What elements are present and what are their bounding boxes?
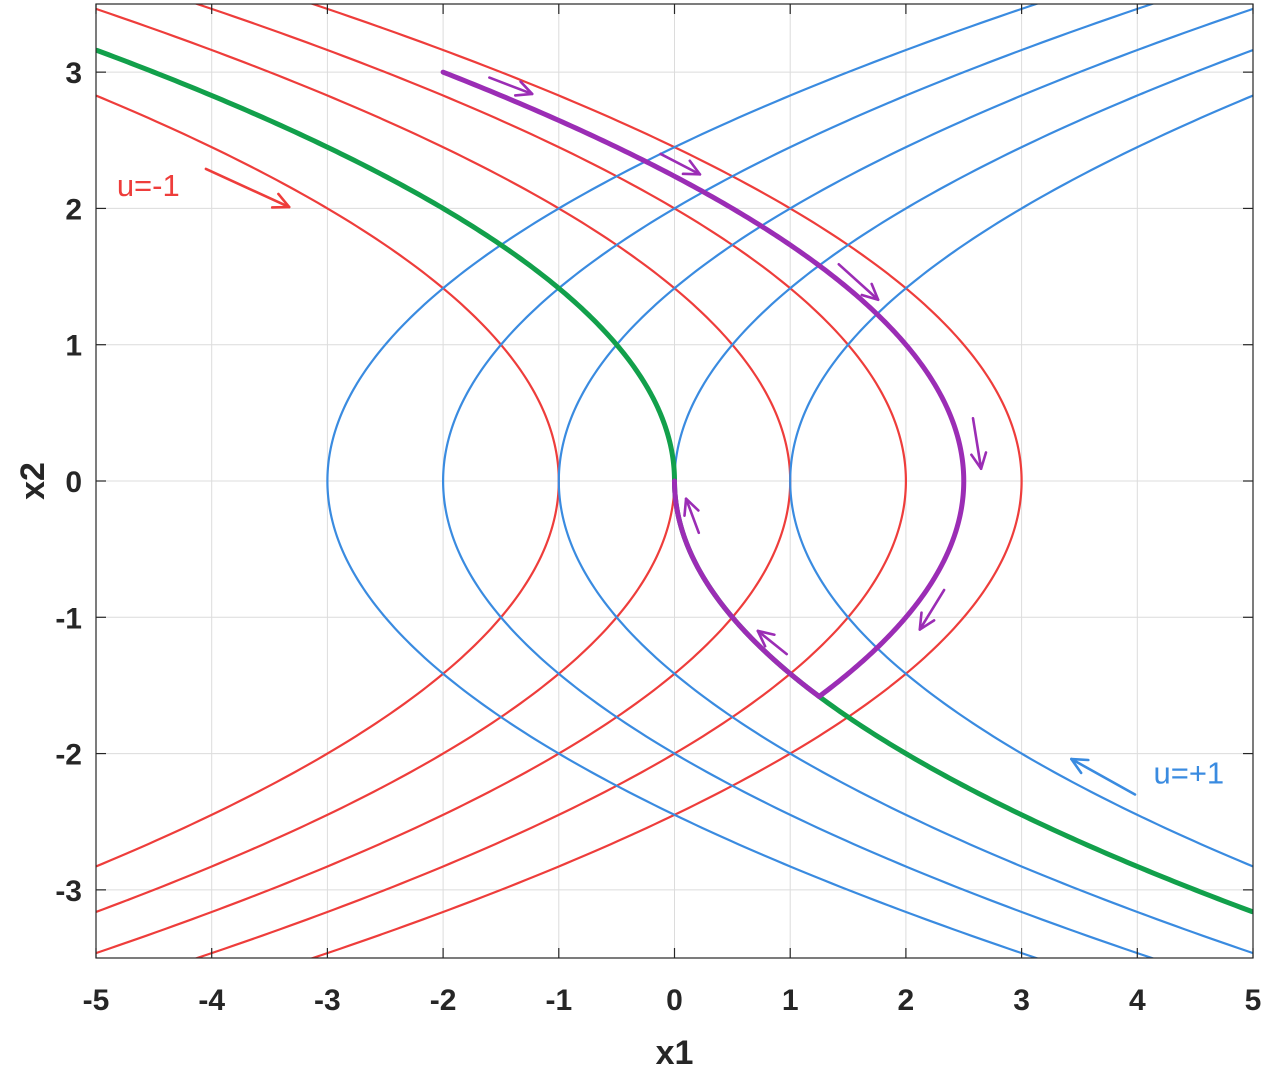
u-minus-curve bbox=[96, 48, 676, 914]
y-tick-label: 0 bbox=[65, 466, 82, 499]
y-tick-label: -3 bbox=[55, 875, 82, 908]
trajectory-arrow bbox=[918, 588, 946, 631]
y-axis-label: x2 bbox=[14, 462, 52, 500]
y-tick-label: 1 bbox=[65, 330, 82, 363]
u-minus-curve bbox=[96, 94, 560, 868]
x-tick-label: -5 bbox=[83, 984, 110, 1017]
u-minus-curve bbox=[193, 4, 907, 958]
y-tick-label: -2 bbox=[55, 739, 82, 772]
trajectory-arrow bbox=[970, 417, 988, 471]
u-plus-curve bbox=[442, 4, 1156, 958]
x-tick-label: 2 bbox=[898, 984, 915, 1017]
direction-arrows bbox=[204, 76, 1137, 796]
x-tick-label: -2 bbox=[430, 984, 457, 1017]
annotations: u=-1 u=+1 bbox=[117, 168, 1224, 790]
u-minus-arrow bbox=[204, 167, 291, 209]
u-minus-curve bbox=[309, 4, 1023, 958]
u-plus-annotation: u=+1 bbox=[1153, 756, 1224, 791]
x-tick-label: -4 bbox=[198, 984, 225, 1017]
trajectory-u-plus bbox=[672, 478, 822, 699]
x-tick-label: 4 bbox=[1129, 984, 1146, 1017]
x-tick-label: -3 bbox=[314, 984, 341, 1017]
x-tick-label: 3 bbox=[1013, 984, 1030, 1017]
u-minus-annotation: u=-1 bbox=[117, 168, 180, 203]
x-tick-label: -1 bbox=[545, 984, 572, 1017]
trajectory-arrow bbox=[659, 152, 702, 176]
y-tick-label: -1 bbox=[55, 602, 82, 635]
u-plus-curve bbox=[673, 48, 1253, 914]
x-tick-label: 5 bbox=[1245, 984, 1262, 1017]
trajectory-arrow bbox=[683, 497, 701, 535]
y-tick-label: 3 bbox=[65, 57, 82, 90]
curve-layer bbox=[96, 4, 1253, 958]
trajectory-arrow bbox=[837, 263, 880, 302]
u-plus-curve bbox=[789, 94, 1253, 868]
u-plus-curve bbox=[557, 7, 1253, 955]
y-tick-label: 2 bbox=[65, 193, 82, 226]
u-plus-arrow bbox=[1070, 757, 1137, 796]
trajectory-arrow bbox=[756, 629, 789, 656]
trajectory-arrow bbox=[488, 76, 534, 97]
x-axis-label: x1 bbox=[656, 1034, 694, 1068]
plot-curves bbox=[96, 4, 1253, 958]
axis-ticks: -5 -4 -3 -2 -1 0 1 2 3 4 5 -3 -2 -1 0 1 2 3 bbox=[55, 4, 1261, 1017]
trajectory-u-minus bbox=[440, 69, 967, 699]
x-tick-label: 0 bbox=[666, 984, 683, 1017]
x-tick-label: 1 bbox=[782, 984, 799, 1017]
